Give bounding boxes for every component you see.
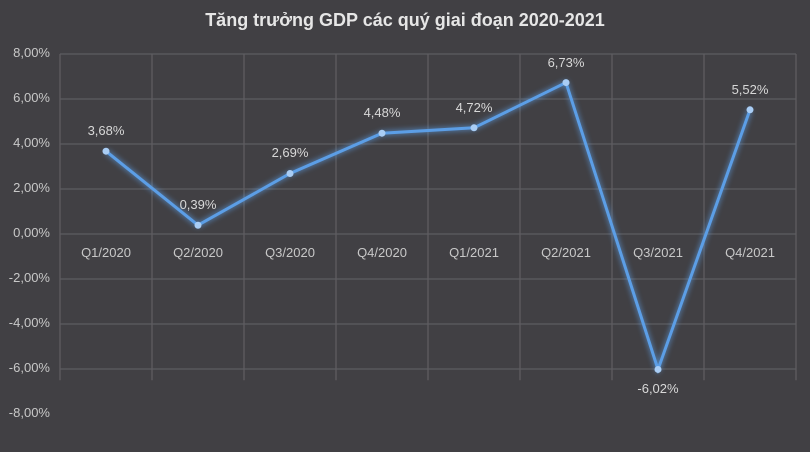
chart-title: Tăng trưởng GDP các quý giai đoạn 2020-2… xyxy=(205,10,605,30)
data-label: 0,39% xyxy=(179,197,217,213)
x-axis-tick-label: Q3/2021 xyxy=(633,245,683,260)
y-axis-tick-label: -6,00% xyxy=(8,360,50,375)
data-point xyxy=(194,221,202,229)
data-point xyxy=(378,129,386,137)
y-axis-tick-label: 8,00% xyxy=(13,45,50,60)
y-axis-tick-label: -2,00% xyxy=(8,270,50,285)
data-point xyxy=(470,124,478,132)
x-axis-tick-label: Q1/2021 xyxy=(449,245,499,260)
x-axis-tick-label: Q4/2020 xyxy=(357,245,407,260)
data-point xyxy=(746,106,754,114)
data-point xyxy=(286,169,294,177)
y-axis-tick-label: -4,00% xyxy=(8,315,50,330)
x-axis-tick-label: Q2/2021 xyxy=(541,245,591,260)
data-label: 6,73% xyxy=(547,54,585,70)
gdp-growth-line xyxy=(105,80,752,375)
data-label: 2,69% xyxy=(271,145,309,161)
data-label: 5,52% xyxy=(731,81,769,97)
data-point xyxy=(102,147,110,155)
y-axis-tick-label: 4,00% xyxy=(13,135,50,150)
x-axis-tick-label: Q1/2020 xyxy=(81,245,131,260)
y-axis-tick-label: 2,00% xyxy=(13,180,50,195)
data-label: 4,72% xyxy=(455,99,493,115)
gridlines xyxy=(59,53,797,381)
data-label: 3,68% xyxy=(87,123,125,139)
data-point xyxy=(562,79,570,87)
x-axis-tick-label: Q3/2020 xyxy=(265,245,315,260)
data-label: 4,48% xyxy=(363,105,401,121)
y-axis-tick-label: 6,00% xyxy=(13,90,50,105)
x-axis-tick-label: Q4/2021 xyxy=(725,245,775,260)
y-axis-tick-label: 0,00% xyxy=(13,225,50,240)
x-axis-tick-label: Q2/2020 xyxy=(173,245,223,260)
data-points xyxy=(102,79,754,373)
data-label: -6,02% xyxy=(637,381,679,397)
y-axis-tick-label: -8,00% xyxy=(8,405,50,420)
data-point xyxy=(654,365,662,373)
